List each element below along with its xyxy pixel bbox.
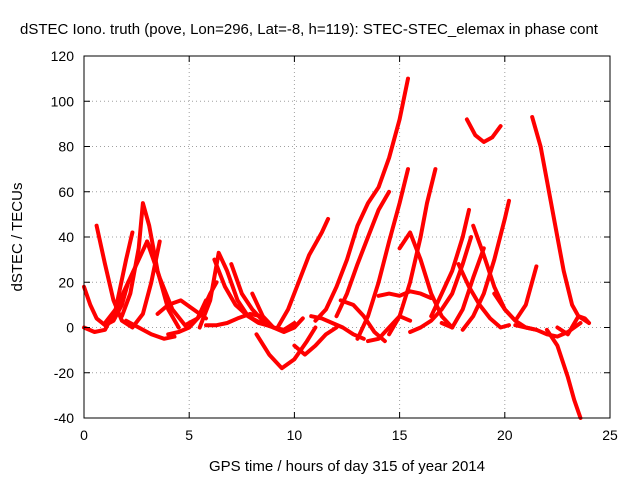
- series-line-29: [439, 246, 486, 330]
- series-line-27: [408, 235, 474, 334]
- series-line-33: [464, 117, 503, 144]
- chart-title: dSTEC Iono. truth (pove, Lon=296, Lat=-8…: [20, 21, 599, 38]
- series-line-2: [82, 230, 135, 334]
- series-line-30: [456, 262, 511, 330]
- series-line-1: [82, 280, 131, 328]
- y-tick-label: 100: [51, 93, 75, 109]
- series-line-38: [544, 327, 583, 420]
- y-tick-label: 20: [58, 274, 74, 290]
- y-tick-label: -40: [54, 410, 74, 426]
- series-line-20: [334, 189, 392, 319]
- series-line-32: [471, 223, 539, 332]
- x-tick-label: 0: [80, 427, 88, 443]
- series-line-9: [155, 298, 208, 321]
- x-tick-label: 20: [497, 427, 513, 443]
- y-tick-label: 120: [51, 48, 75, 64]
- axis-ticks: 0 5 10 15 20 25 -40 -20 0 20 40 60 80 100 120: [51, 48, 618, 443]
- series-line-19: [309, 314, 366, 341]
- series-line-25: [387, 167, 438, 337]
- series-line-17: [292, 325, 339, 357]
- plot-frame: [83, 55, 611, 419]
- x-axis-label: GPS time / hours of day 315 of year 2014: [209, 458, 485, 475]
- y-tick-label: 60: [58, 184, 74, 200]
- series-line-23: [366, 314, 413, 344]
- series-line-14: [250, 291, 305, 334]
- series-line-3: [94, 223, 162, 330]
- y-tick-label: 80: [58, 139, 74, 155]
- series-line-13: [229, 262, 297, 332]
- series-line-6: [124, 318, 177, 341]
- series-line-11: [212, 257, 284, 332]
- x-tick-label: 10: [287, 427, 303, 443]
- x-tick-label: 5: [185, 427, 193, 443]
- series-line-28: [429, 207, 471, 319]
- series-line-12: [204, 311, 263, 328]
- grid: [84, 56, 610, 418]
- series-line-37: [555, 314, 591, 337]
- series-line-15: [254, 325, 318, 371]
- series-line-5: [119, 201, 181, 330]
- series-line-22: [338, 298, 387, 344]
- y-tick-label: 0: [66, 320, 74, 336]
- series-line-18: [313, 76, 410, 323]
- y-tick-label: 40: [58, 229, 74, 245]
- series-group: [82, 76, 591, 420]
- series-line-26: [397, 230, 455, 330]
- series-line-34: [492, 264, 539, 323]
- y-axis-label: dSTEC / TECUs: [9, 183, 26, 292]
- x-tick-label: 15: [392, 427, 408, 443]
- series-line-35: [530, 115, 591, 325]
- series-line-16: [275, 216, 331, 330]
- y-tick-label: -20: [54, 365, 74, 381]
- x-tick-label: 25: [602, 427, 618, 443]
